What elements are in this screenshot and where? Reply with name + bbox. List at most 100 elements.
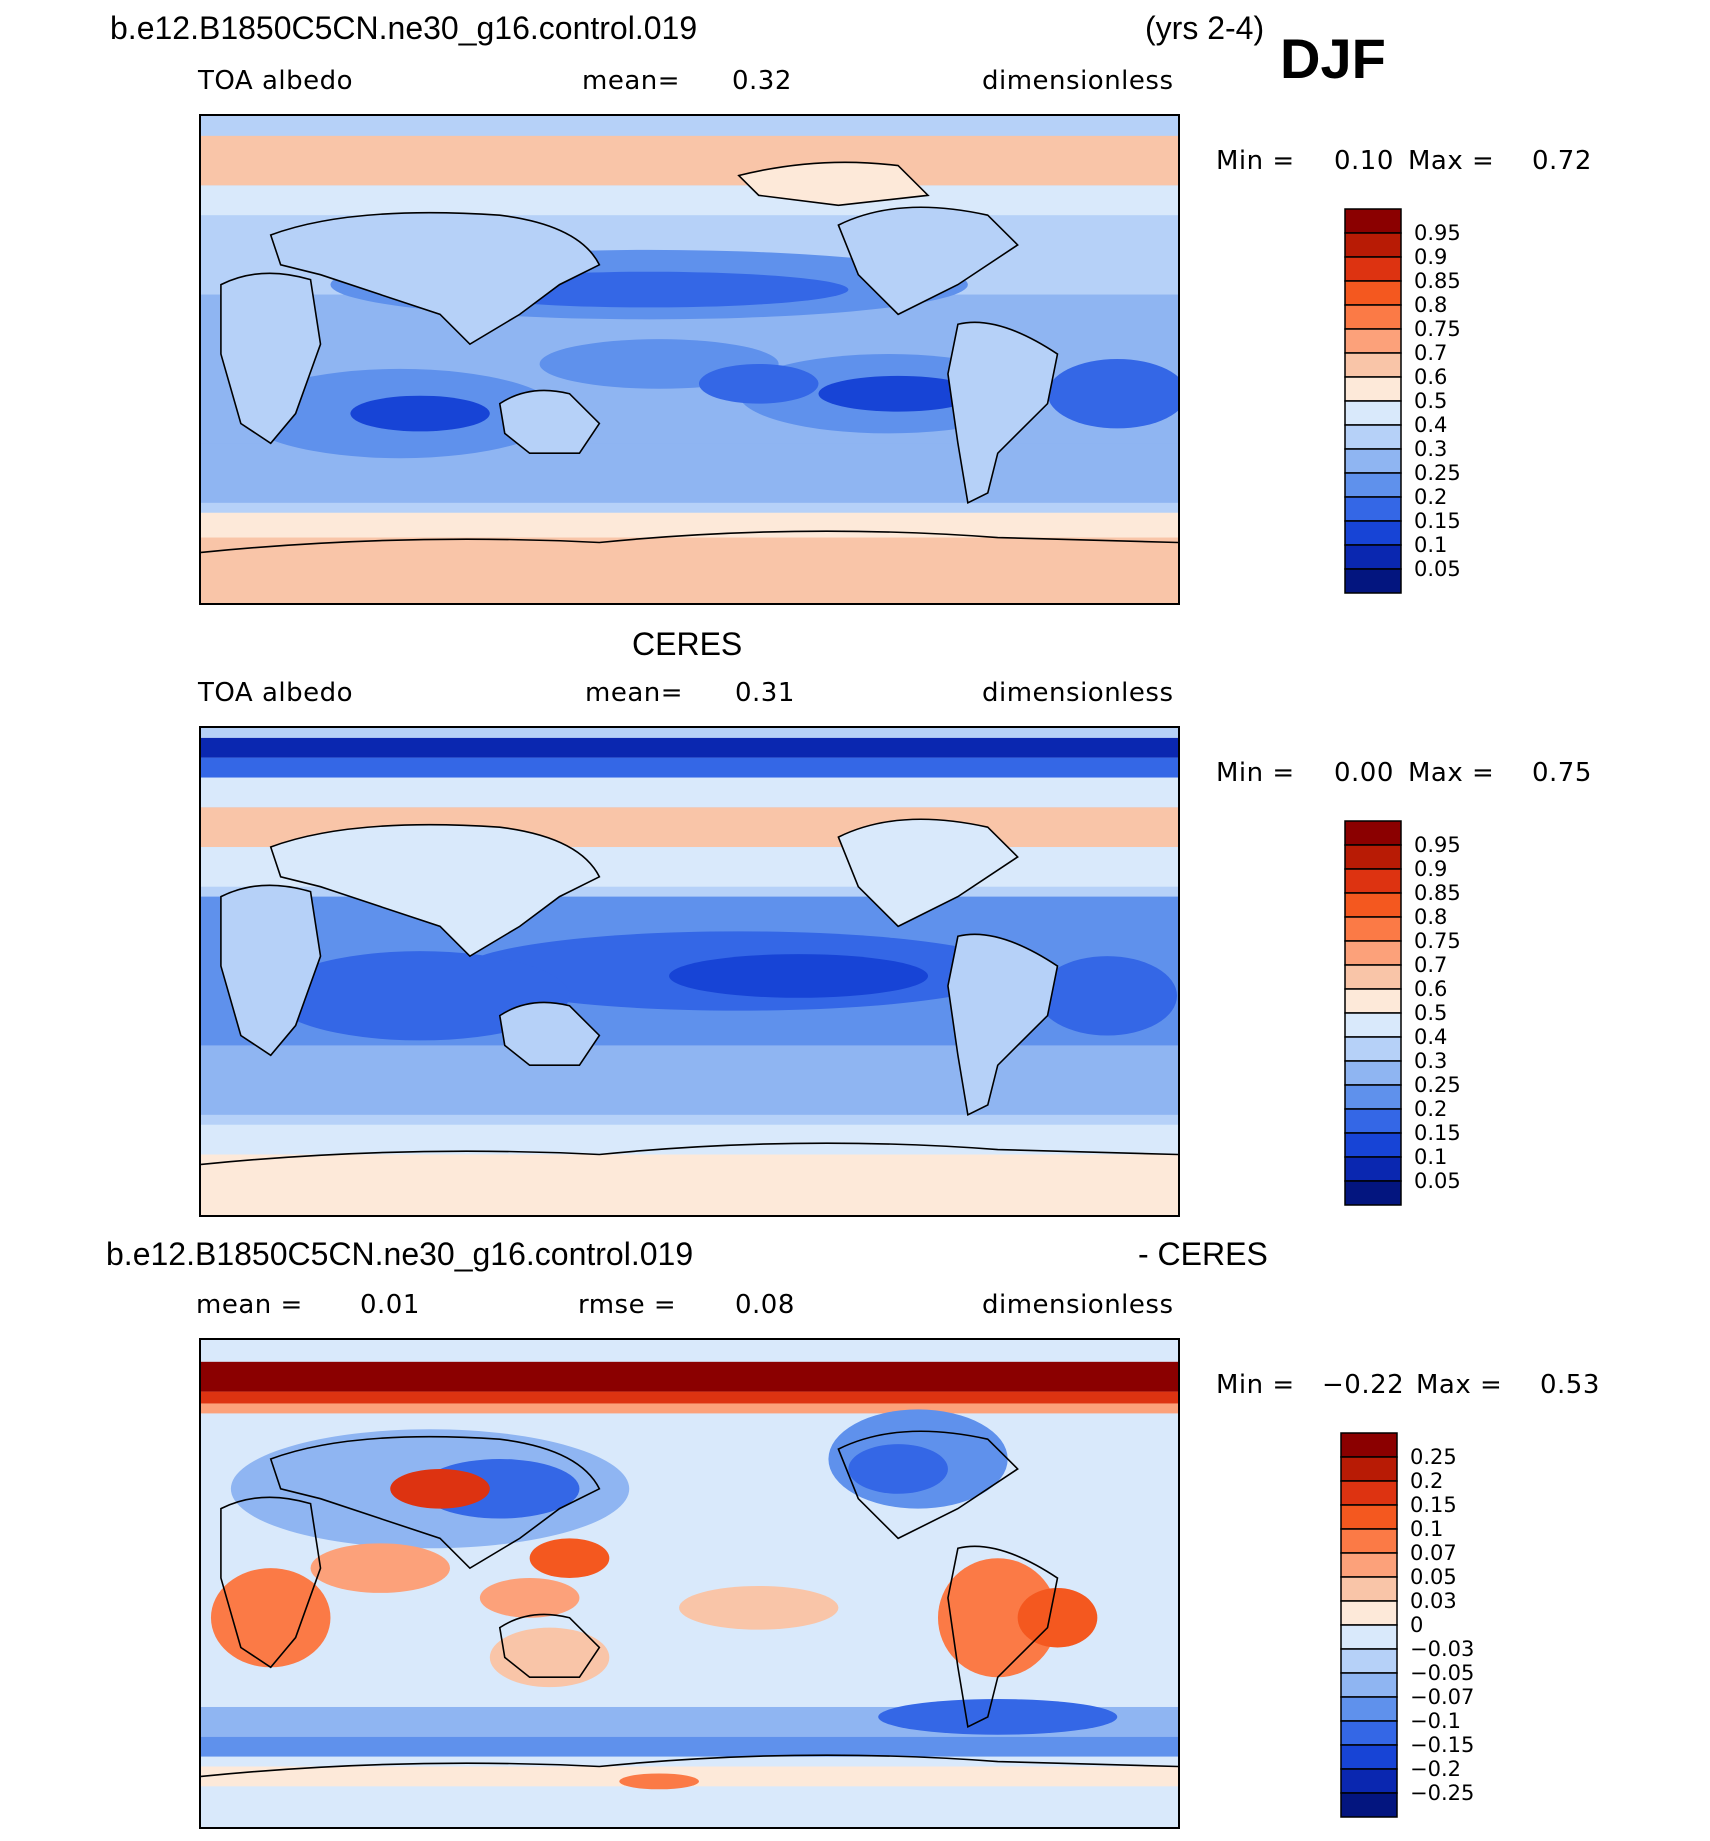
min-value: 0.10 xyxy=(1334,146,1394,176)
colorbar-swatch xyxy=(1344,916,1402,942)
colorbar-swatch xyxy=(1344,1060,1402,1086)
colorbar-swatch xyxy=(1340,1456,1398,1482)
colorbar-tick-label: 0.25 xyxy=(1410,1445,1457,1469)
units-label: dimensionless xyxy=(982,678,1174,708)
min-label: Min = xyxy=(1216,146,1295,176)
colorbar-tick-label: −0.05 xyxy=(1410,1661,1474,1685)
colorbar-tick-label: 0 xyxy=(1410,1613,1423,1637)
colorbar-swatch xyxy=(1344,256,1402,282)
colorbar-tick-label: 0.4 xyxy=(1414,1025,1447,1049)
colorbar-tick-label: 0.2 xyxy=(1414,485,1447,509)
colorbar-tick-label: 0.1 xyxy=(1410,1517,1443,1541)
colorbar-swatch xyxy=(1344,1156,1402,1182)
colorbar-swatch xyxy=(1340,1552,1398,1578)
colorbar-swatch xyxy=(1344,304,1402,330)
colorbar-tick-label: −0.2 xyxy=(1410,1757,1461,1781)
colorbar-swatch xyxy=(1344,1036,1402,1062)
colorbar-tick-label: 0.85 xyxy=(1414,269,1461,293)
colorbar-swatch xyxy=(1344,280,1402,306)
colorbar-tick-label: 0.03 xyxy=(1410,1589,1457,1613)
colorbar-graphic: 0.250.20.150.10.070.050.030−0.03−0.05−0.… xyxy=(1340,1432,1474,1818)
ceres-albedo-map xyxy=(199,726,1180,1217)
max-value: 0.72 xyxy=(1532,146,1592,176)
colorbar-tick-label: 0.75 xyxy=(1414,317,1461,341)
colorbar-swatch xyxy=(1344,568,1402,594)
mean-value: 0.01 xyxy=(360,1290,420,1320)
colorbar-swatch xyxy=(1344,424,1402,450)
colorbar-swatch xyxy=(1344,208,1402,234)
colorbar-tick-label: 0.2 xyxy=(1414,1097,1447,1121)
colorbar-swatch xyxy=(1344,328,1402,354)
colorbar-tick-label: 0.05 xyxy=(1414,557,1461,581)
colorbar-swatch xyxy=(1344,892,1402,918)
colorbar-swatch xyxy=(1344,868,1402,894)
colorbar-swatch xyxy=(1340,1480,1398,1506)
rmse-value: 0.08 xyxy=(735,1290,795,1320)
colorbar-tick-label: 0.1 xyxy=(1414,533,1447,557)
colorbar-tick-label: 0.5 xyxy=(1414,389,1447,413)
colorbar-tick-label: 0.15 xyxy=(1414,509,1461,533)
colorbar-tick-label: 0.4 xyxy=(1414,413,1447,437)
colorbar-tick-label: 0.15 xyxy=(1410,1493,1457,1517)
variable-label: TOA albedo xyxy=(198,678,354,708)
colorbar-swatch xyxy=(1340,1504,1398,1530)
colorbar-tick-label: 0.85 xyxy=(1414,881,1461,905)
colorbar-tick-label: 0.3 xyxy=(1414,437,1447,461)
colorbar-swatch xyxy=(1344,400,1402,426)
colorbar-swatch xyxy=(1344,1084,1402,1110)
colorbar-swatch xyxy=(1340,1792,1398,1818)
mean-label: mean= xyxy=(585,678,684,708)
colorbar-tick-label: 0.7 xyxy=(1414,341,1447,365)
colorbar-swatch xyxy=(1340,1648,1398,1674)
colorbar-swatch xyxy=(1340,1744,1398,1770)
diff-map-graphic xyxy=(201,1340,1178,1827)
model-map-graphic xyxy=(201,116,1178,603)
colorbar-swatch xyxy=(1344,448,1402,474)
colorbar-tick-label: 0.6 xyxy=(1414,977,1447,1001)
colorbar-graphic: 0.950.90.850.80.750.70.60.50.40.30.250.2… xyxy=(1344,820,1461,1206)
colorbar-tick-label: 0.8 xyxy=(1414,293,1447,317)
colorbar-tick-label: 0.7 xyxy=(1414,953,1447,977)
case-title: b.e12.B1850C5CN.ne30_g16.control.019 xyxy=(110,10,698,46)
model-albedo-map xyxy=(199,114,1180,605)
obs-colorbar: 0.95 0.9 0.85 0.8 0.75 0.7 0.6 0.5 0.4 0.3 0.25 0.2… xyxy=(1344,820,1500,1208)
colorbar-swatch xyxy=(1344,472,1402,498)
min-label: Min = xyxy=(1216,1370,1295,1400)
years-label: (yrs 2-4) xyxy=(1145,10,1265,46)
colorbar-tick-label: 0.25 xyxy=(1414,1073,1461,1097)
colorbar-tick-label: 0.95 xyxy=(1414,221,1461,245)
model-colorbar: 0.95 0.9 0.85 0.8 0.75 0.7 0.6 0.5 0.4 0.3 0.25 0.2… xyxy=(1344,208,1500,596)
colorbar-swatch xyxy=(1340,1576,1398,1602)
colorbar-swatch xyxy=(1344,232,1402,258)
diff-title-left: b.e12.B1850C5CN.ne30_g16.control.019 xyxy=(106,1236,694,1272)
mean-label: mean = xyxy=(196,1290,303,1320)
colorbar-swatch xyxy=(1344,844,1402,870)
colorbar-swatch xyxy=(1344,820,1402,846)
colorbar-tick-label: 0.5 xyxy=(1414,1001,1447,1025)
min-value: −0.22 xyxy=(1322,1370,1405,1400)
max-value: 0.75 xyxy=(1532,758,1592,788)
units-label: dimensionless xyxy=(982,1290,1174,1320)
colorbar-tick-label: 0.3 xyxy=(1414,1049,1447,1073)
colorbar-swatch xyxy=(1344,940,1402,966)
colorbar-swatch xyxy=(1344,988,1402,1014)
colorbar-tick-label: 0.05 xyxy=(1414,1169,1461,1193)
colorbar-graphic: 0.950.90.850.80.750.70.60.50.40.30.250.2… xyxy=(1344,208,1461,594)
mean-label: mean= xyxy=(582,66,681,96)
max-value: 0.53 xyxy=(1540,1370,1600,1400)
max-label: Max = xyxy=(1408,146,1495,176)
colorbar-tick-label: 0.07 xyxy=(1410,1541,1457,1565)
season-label: DJF xyxy=(1280,27,1386,90)
colorbar-tick-label: 0.9 xyxy=(1414,245,1447,269)
colorbar-swatch xyxy=(1340,1624,1398,1650)
colorbar-tick-label: 0.95 xyxy=(1414,833,1461,857)
colorbar-tick-label: 0.6 xyxy=(1414,365,1447,389)
colorbar-tick-label: 0.8 xyxy=(1414,905,1447,929)
diff-colorbar: 0.25 0.2 0.15 0.1 0.07 0.05 0.03 0 −0.03 −0.05 −0.… xyxy=(1340,1432,1496,1820)
colorbar-tick-label: 0.15 xyxy=(1414,1121,1461,1145)
colorbar-swatch xyxy=(1340,1600,1398,1626)
colorbar-swatch xyxy=(1344,376,1402,402)
colorbar-swatch xyxy=(1340,1696,1398,1722)
variable-label: TOA albedo xyxy=(198,66,354,96)
colorbar-swatch xyxy=(1340,1672,1398,1698)
